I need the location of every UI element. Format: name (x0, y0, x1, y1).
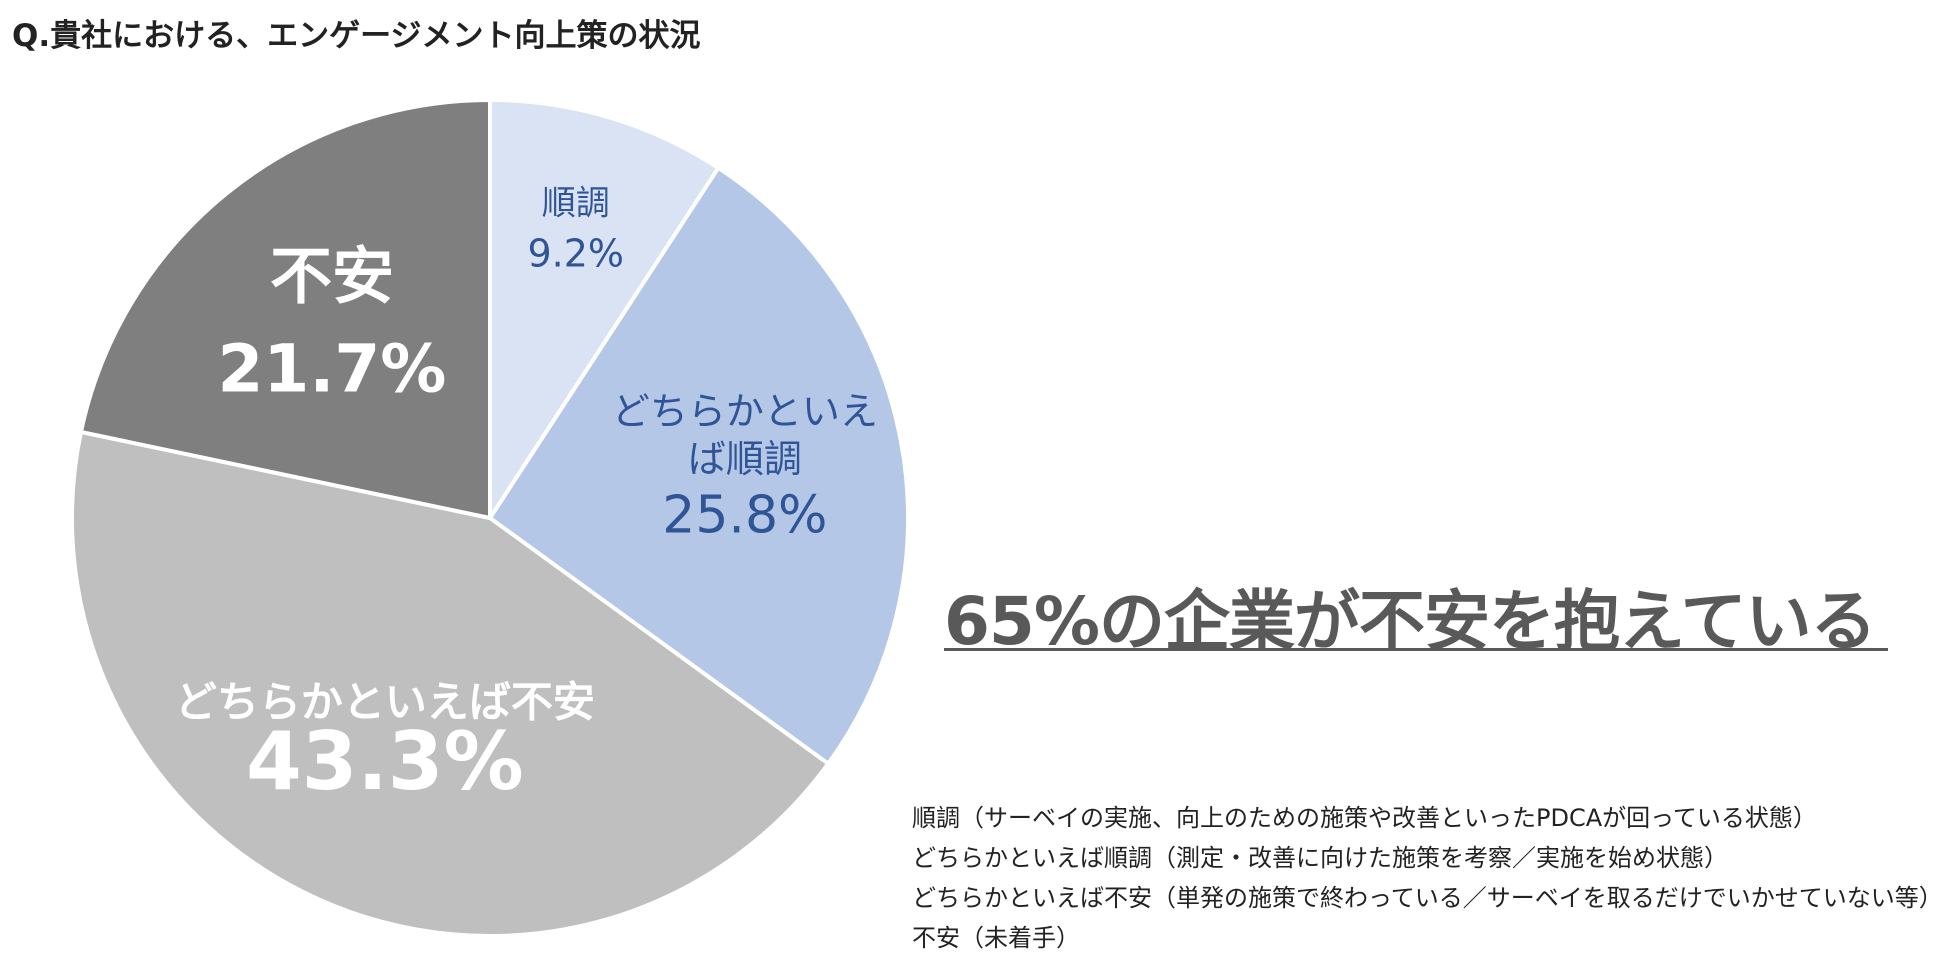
pie-label-dochira-fuan: どちらかといえば不安 (175, 677, 595, 726)
pie-value-dochira-juncho: 25.8% (662, 486, 827, 546)
pie-label-juncho: 順調 (542, 183, 610, 223)
headline: 65%の企業が不安を抱えている (944, 583, 1877, 660)
pie-value-juncho: 9.2% (528, 231, 625, 275)
pie-slice-dochira-juncho (487, 165, 910, 767)
legend-note-fuan: 不安（未着手） (912, 924, 1080, 952)
pie-slices (70, 97, 910, 938)
legend-note-juncho: 順調（サーベイの実施、向上のための施策や改善といったPDCAが回っている状態） (912, 804, 1817, 832)
chart-title: Q.貴社における、エンゲージメント向上策の状況 (12, 18, 701, 54)
pie-label-dochira-juncho-1: どちらかといえ (612, 390, 878, 434)
legend-notes: 順調（サーベイの実施、向上のための施策や改善といったPDCAが回っている状態） … (912, 798, 1943, 958)
pie-value-dochira-fuan: 43.3% (246, 715, 524, 808)
pie-label-dochira-juncho-2: ば順調 (688, 437, 802, 481)
legend-note-dochira-juncho: どちらかといえば順調（測定・改善に向けた施策を考察／実施を始め状態） (912, 844, 1728, 872)
pie-slice-juncho (488, 97, 722, 525)
headline-underline (944, 648, 1888, 651)
pie-label-fuan: 不安 (270, 240, 394, 313)
pie-value-fuan: 21.7% (217, 331, 446, 408)
pie-slice-fuan (78, 97, 492, 521)
pie-slice-dochira-fuan (70, 429, 831, 938)
legend-note-dochira-fuan: どちらかといえば不安（単発の施策で終わっている／サーベイを取るだけでいかせていな… (912, 884, 1943, 912)
